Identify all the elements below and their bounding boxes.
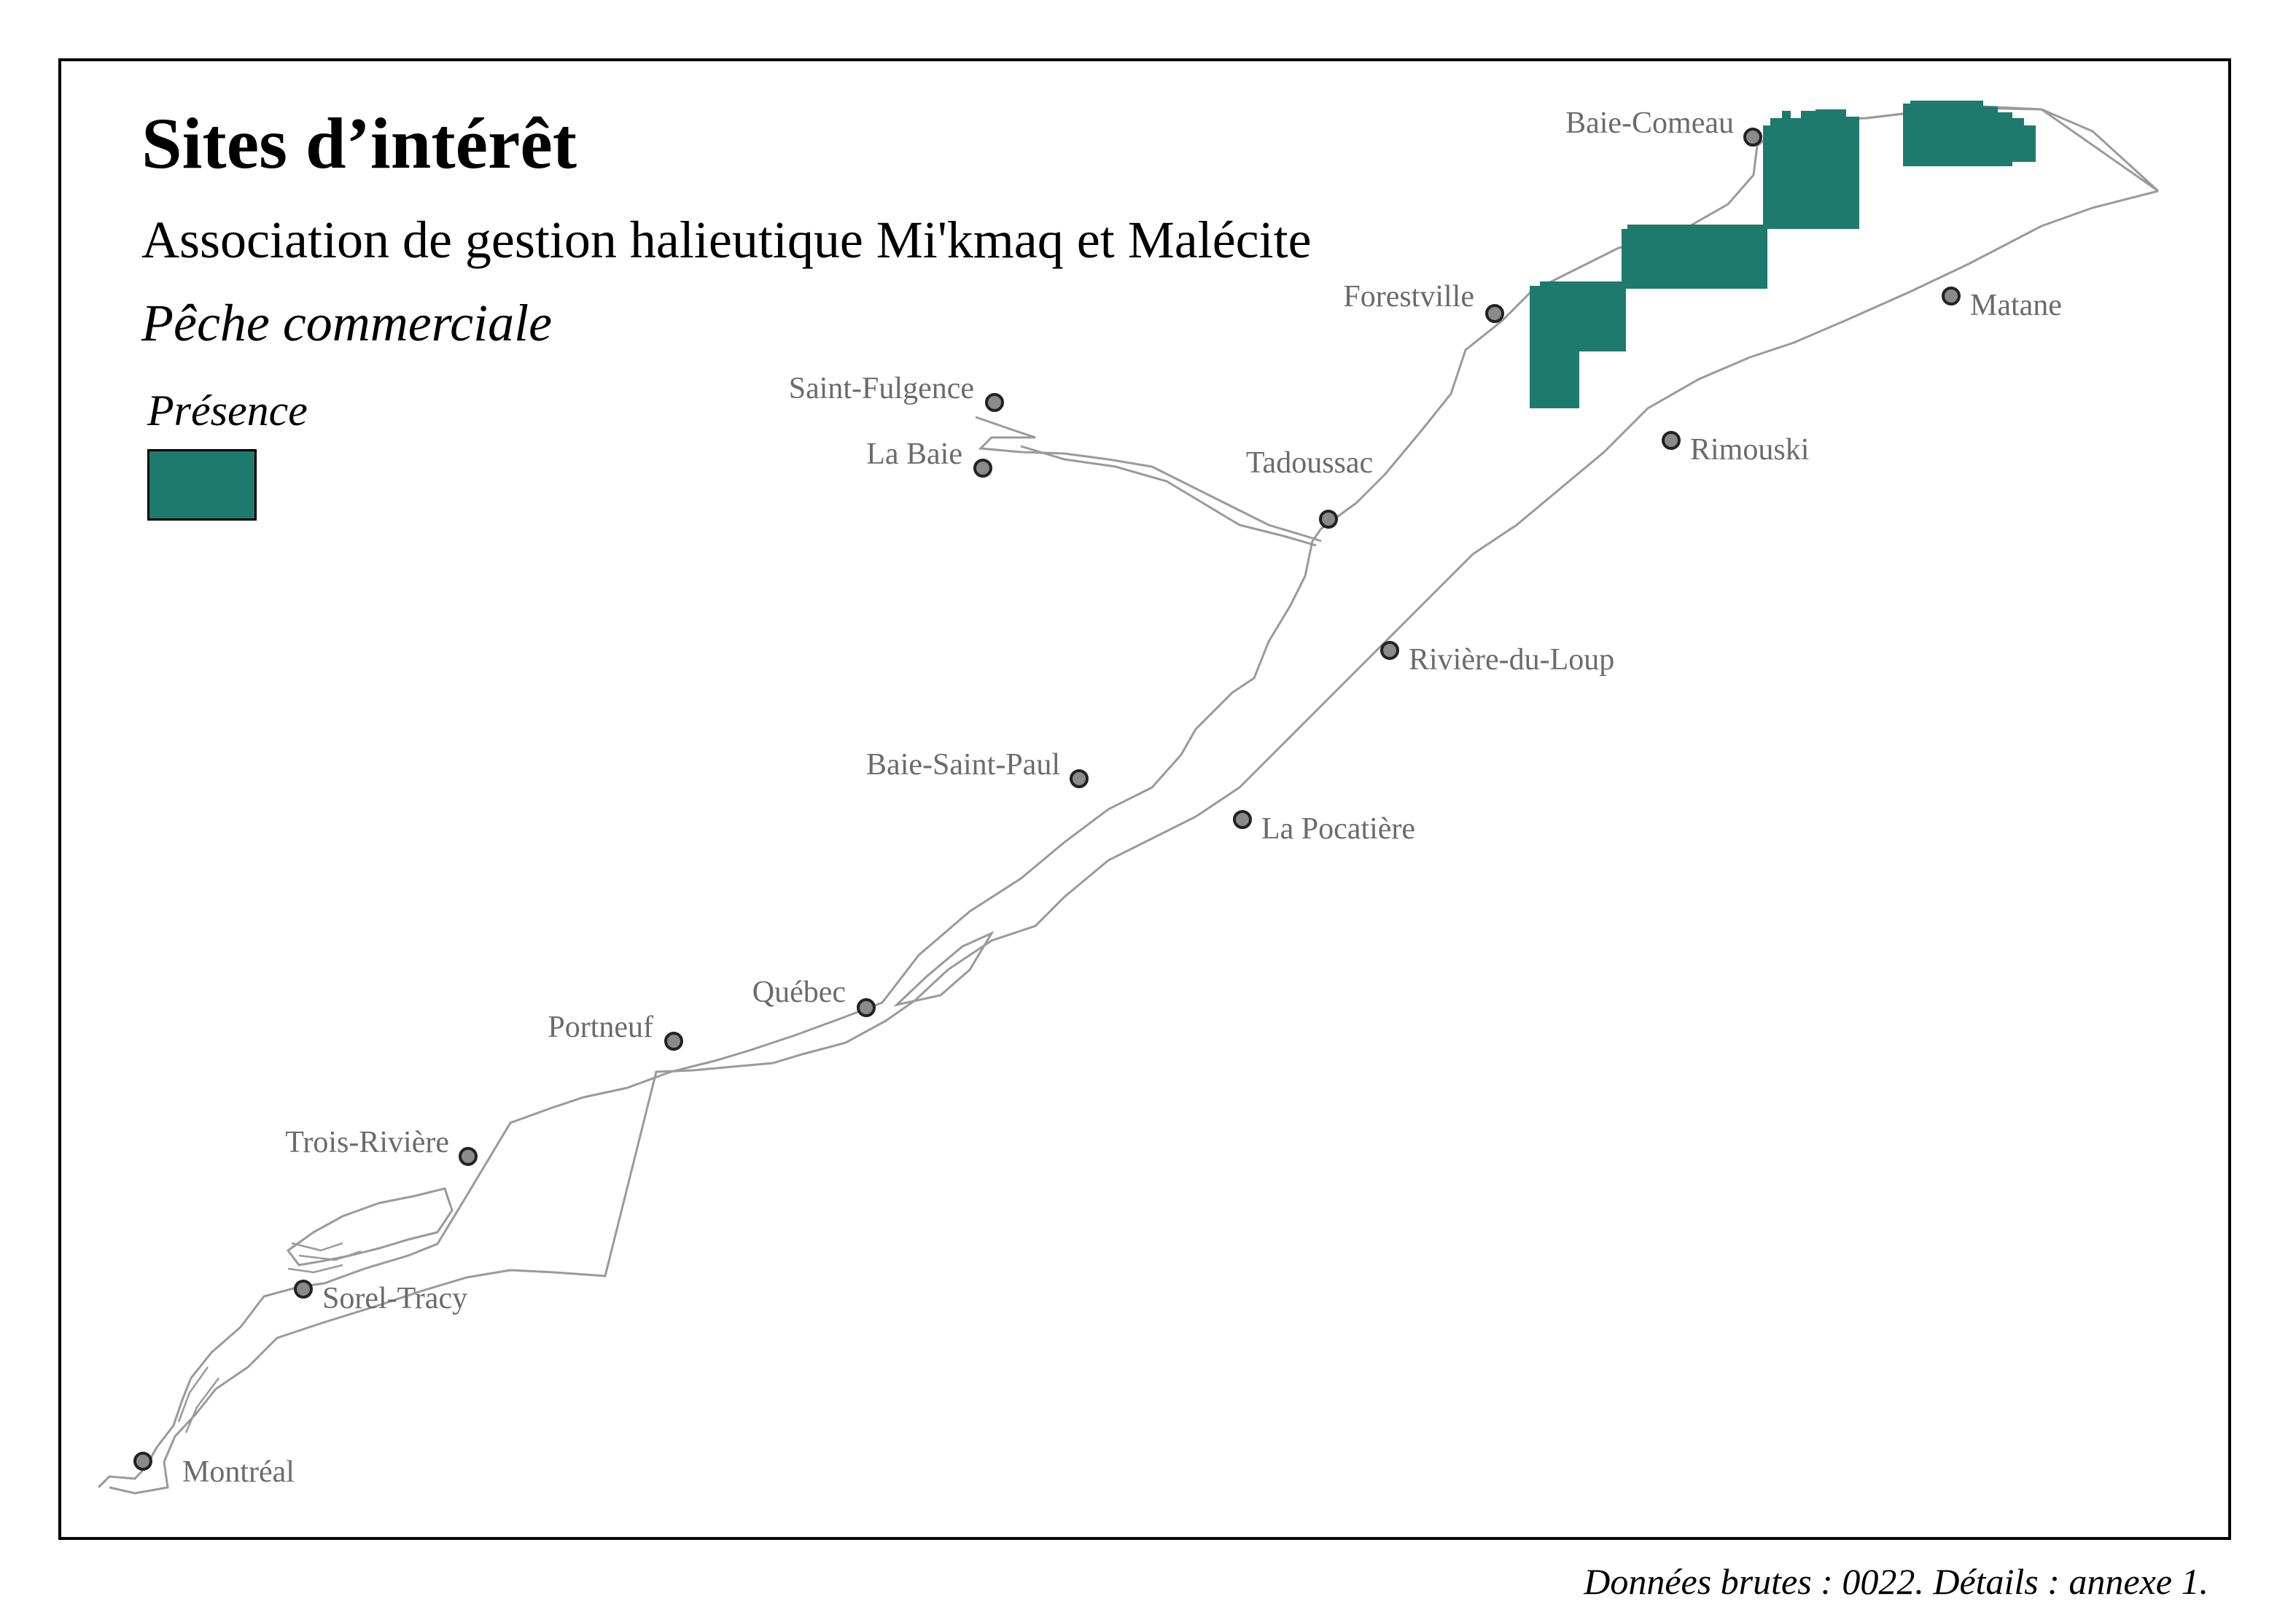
- city-marker-saint-fulgence: [985, 393, 1004, 412]
- map-frame: [58, 58, 2231, 1540]
- city-label: La Pocatière: [1261, 812, 1415, 846]
- city-marker-forestville: [1485, 304, 1504, 323]
- presence-zones: [1530, 101, 2036, 408]
- city-label: Matane: [1970, 289, 2062, 322]
- city-marker-baie-saint-paul: [1070, 769, 1089, 788]
- city-marker-riviere-du-loup: [1380, 641, 1399, 660]
- city-marker-montreal: [133, 1452, 152, 1471]
- legend-title: Présence: [147, 386, 308, 435]
- source-note: Données brutes : 0022. Détails : annexe …: [1584, 1561, 2209, 1602]
- city-marker-trois-riviere: [459, 1147, 478, 1166]
- city-marker-la-pocatiere: [1233, 810, 1252, 829]
- presence-zone: [1903, 101, 2036, 166]
- legend-presence-swatch: [147, 449, 257, 521]
- saguenay-fjord-line-south: [1020, 445, 1317, 547]
- map-subtitle: Association de gestion halieutique Mi'km…: [141, 211, 1312, 269]
- island-outline: [893, 930, 995, 1007]
- city-marker-baie-comeau: [1743, 128, 1762, 147]
- city-label: Trois-Rivière: [285, 1126, 449, 1159]
- presence-zone: [1763, 109, 1859, 229]
- city-label: Portneuf: [548, 1011, 653, 1044]
- city-label: Baie-Comeau: [1565, 106, 1734, 140]
- city-marker-rimouski: [1662, 431, 1681, 450]
- islands-cluster: [287, 1242, 362, 1274]
- city-label: Forestville: [1343, 280, 1474, 314]
- presence-zone: [1530, 281, 1626, 408]
- city-marker-portneuf: [664, 1032, 683, 1051]
- saguenay-fjord-line: [975, 416, 1322, 542]
- city-marker-quebec: [857, 998, 876, 1017]
- map-theme: Pêche commerciale: [141, 294, 553, 352]
- city-marker-la-baie: [973, 459, 992, 478]
- city-marker-sorel-tracy: [294, 1280, 313, 1299]
- city-label: Saint-Fulgence: [789, 372, 974, 405]
- city-label: Québec: [752, 976, 846, 1009]
- city-label: Tadoussac: [1246, 446, 1373, 480]
- presence-zone: [1622, 225, 1767, 289]
- city-label: La Baie: [866, 437, 962, 471]
- lake-saint-pierre-outline: [286, 1187, 454, 1266]
- montreal-channel: [177, 1366, 219, 1433]
- city-label: Sorel-Tracy: [322, 1282, 467, 1315]
- city-markers: [133, 128, 1961, 1471]
- city-label: Rimouski: [1690, 433, 1809, 467]
- city-marker-tadoussac: [1319, 510, 1338, 529]
- city-marker-matane: [1942, 287, 1961, 306]
- north-shore-line: [97, 106, 2160, 1489]
- city-labels: Baie-Comeau Forestville Matane Saint-Ful…: [182, 106, 2062, 1489]
- map-title: Sites d’intérêt: [141, 103, 577, 184]
- city-label: Baie-Saint-Paul: [866, 748, 1060, 782]
- south-shore-line: [109, 190, 2159, 1495]
- city-label: Rivière-du-Loup: [1409, 643, 1614, 677]
- city-label: Montréal: [182, 1455, 295, 1489]
